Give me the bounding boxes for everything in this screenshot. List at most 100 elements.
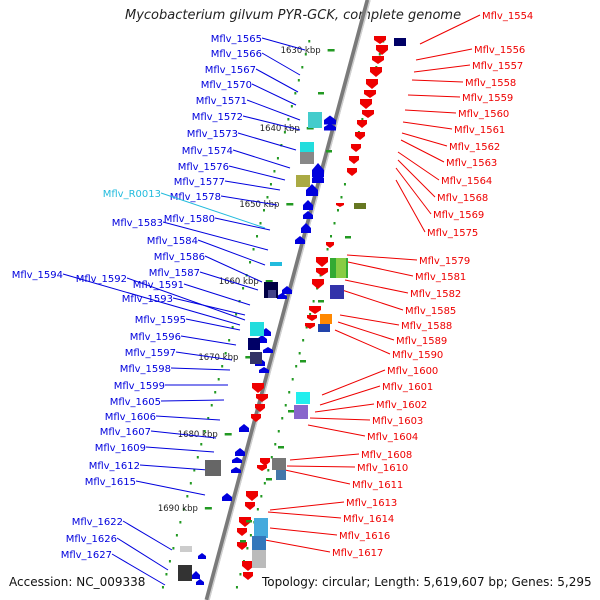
- gene-label-left[interactable]: Mflv_1567: [205, 65, 256, 76]
- gene-label-left[interactable]: Mflv_1565: [211, 34, 262, 45]
- gene-arrow-plus[interactable]: [196, 579, 204, 585]
- gene-feature-box[interactable]: [320, 314, 332, 324]
- gene-label-right[interactable]: Mflv_1600: [387, 366, 438, 377]
- gene-arrow-minus[interactable]: [237, 542, 247, 550]
- gene-feature-box[interactable]: [276, 470, 286, 480]
- gene-arrow-plus[interactable]: [324, 115, 336, 125]
- gene-label-right[interactable]: Mflv_1617: [332, 548, 383, 559]
- gene-arrow-minus[interactable]: [246, 491, 258, 501]
- gene-arrow-minus[interactable]: [239, 517, 251, 527]
- gene-label-left[interactable]: Mflv_1593: [122, 294, 173, 305]
- gene-feature-box[interactable]: [248, 338, 260, 350]
- gene-label-right[interactable]: Mflv_1557: [472, 61, 523, 72]
- gene-arrow-plus[interactable]: [235, 448, 245, 456]
- gene-label-right[interactable]: Mflv_1563: [446, 158, 497, 169]
- gene-arrow-plus[interactable]: [301, 223, 311, 233]
- gene-arrow-minus[interactable]: [326, 242, 334, 248]
- gene-arrow-plus[interactable]: [198, 553, 206, 559]
- gene-arrow-minus[interactable]: [362, 110, 374, 118]
- gene-label-left[interactable]: Mflv_1627: [61, 550, 112, 561]
- gene-arrow-minus[interactable]: [349, 156, 359, 164]
- gene-feature-box[interactable]: [294, 405, 308, 419]
- gene-arrow-plus[interactable]: [303, 200, 313, 210]
- gene-label-left[interactable]: Mflv_1594: [12, 270, 63, 281]
- gene-feature-box[interactable]: [205, 460, 221, 476]
- gene-arrow-minus[interactable]: [347, 168, 357, 176]
- gene-label-left[interactable]: Mflv_1597: [125, 348, 176, 359]
- gene-label-right[interactable]: Mflv_1610: [357, 463, 408, 474]
- gene-feature-box[interactable]: [252, 536, 266, 552]
- gene-arrow-minus[interactable]: [372, 56, 384, 64]
- gene-feature-box[interactable]: [272, 458, 286, 470]
- gene-label-left[interactable]: Mflv_1576: [178, 162, 229, 173]
- gene-label-left[interactable]: Mflv_1609: [95, 443, 146, 454]
- gene-arrow-minus[interactable]: [252, 383, 264, 393]
- gene-feature-box[interactable]: [336, 258, 346, 278]
- gene-feature-box[interactable]: [178, 565, 192, 581]
- gene-feature-box[interactable]: [268, 290, 276, 298]
- gene-label-left[interactable]: Mflv_1591: [133, 280, 184, 291]
- gene-label-left[interactable]: Mflv_1570: [201, 80, 252, 91]
- gene-feature-box[interactable]: [296, 392, 310, 404]
- gene-arrow-plus[interactable]: [232, 457, 242, 463]
- gene-label-left[interactable]: Mflv_1580: [164, 214, 215, 225]
- gene-arrow-plus[interactable]: [263, 347, 273, 353]
- gene-label-right[interactable]: Mflv_1556: [474, 45, 525, 56]
- gene-label-left[interactable]: Mflv_1599: [114, 381, 165, 392]
- gene-arrow-minus[interactable]: [260, 458, 270, 466]
- gene-label-right[interactable]: Mflv_1579: [419, 256, 470, 267]
- gene-label-left[interactable]: Mflv_R0013: [103, 189, 161, 200]
- gene-label-right[interactable]: Mflv_1588: [401, 321, 452, 332]
- gene-label-right[interactable]: Mflv_1585: [405, 306, 456, 317]
- gene-arrow-minus[interactable]: [364, 90, 376, 98]
- gene-arrow-minus[interactable]: [256, 394, 268, 402]
- gene-label-right[interactable]: Mflv_1608: [361, 450, 412, 461]
- gene-label-right[interactable]: Mflv_1564: [441, 176, 492, 187]
- gene-label-left[interactable]: Mflv_1626: [66, 534, 117, 545]
- gene-label-right[interactable]: Mflv_1562: [449, 142, 500, 153]
- gene-arrow-minus[interactable]: [242, 561, 254, 571]
- gene-feature-box[interactable]: [308, 112, 322, 128]
- gene-arrow-minus[interactable]: [257, 465, 267, 471]
- gene-label-left[interactable]: Mflv_1622: [72, 517, 123, 528]
- gene-label-right[interactable]: Mflv_1616: [339, 531, 390, 542]
- gene-arrow-minus[interactable]: [316, 268, 328, 276]
- gene-arrow-minus[interactable]: [245, 502, 255, 510]
- gene-arrow-plus[interactable]: [239, 424, 249, 432]
- gene-arrow-minus[interactable]: [370, 67, 382, 77]
- gene-arrow-minus[interactable]: [336, 203, 344, 207]
- gene-feature-box[interactable]: [394, 38, 406, 46]
- gene-arrow-minus[interactable]: [376, 45, 388, 55]
- gene-feature-box[interactable]: [180, 546, 192, 552]
- gene-arrow-plus[interactable]: [277, 293, 287, 299]
- gene-label-left[interactable]: Mflv_1592: [76, 274, 127, 285]
- gene-label-right[interactable]: Mflv_1582: [410, 289, 461, 300]
- gene-label-left[interactable]: Mflv_1595: [135, 315, 186, 326]
- gene-arrow-minus[interactable]: [237, 528, 247, 536]
- gene-arrow-plus[interactable]: [303, 211, 313, 219]
- gene-arrow-minus[interactable]: [357, 120, 367, 128]
- gene-label-right[interactable]: Mflv_1590: [392, 350, 443, 361]
- gene-label-right[interactable]: Mflv_1554: [482, 11, 533, 22]
- gene-arrow-minus[interactable]: [307, 315, 317, 321]
- gene-label-right[interactable]: Mflv_1589: [396, 336, 447, 347]
- gene-arrow-minus[interactable]: [305, 323, 315, 329]
- gene-arrow-plus[interactable]: [282, 286, 292, 294]
- gene-arrow-minus[interactable]: [312, 279, 324, 289]
- gene-arrow-minus[interactable]: [255, 404, 265, 412]
- gene-arrow-minus[interactable]: [355, 132, 365, 140]
- gene-arrow-minus[interactable]: [316, 257, 328, 267]
- gene-label-left[interactable]: Mflv_1578: [170, 192, 221, 203]
- gene-feature-box[interactable]: [300, 152, 314, 164]
- gene-label-left[interactable]: Mflv_1587: [149, 268, 200, 279]
- gene-arrow-plus[interactable]: [231, 467, 241, 473]
- gene-label-right[interactable]: Mflv_1560: [458, 109, 509, 120]
- gene-arrow-minus[interactable]: [374, 36, 386, 44]
- gene-label-left[interactable]: Mflv_1573: [187, 129, 238, 140]
- gene-label-right[interactable]: Mflv_1581: [415, 272, 466, 283]
- gene-feature-box[interactable]: [252, 550, 266, 568]
- gene-label-left[interactable]: Mflv_1615: [85, 477, 136, 488]
- gene-arrow-plus[interactable]: [192, 571, 200, 579]
- gene-arrow-plus[interactable]: [324, 123, 336, 131]
- gene-label-right[interactable]: Mflv_1604: [367, 432, 418, 443]
